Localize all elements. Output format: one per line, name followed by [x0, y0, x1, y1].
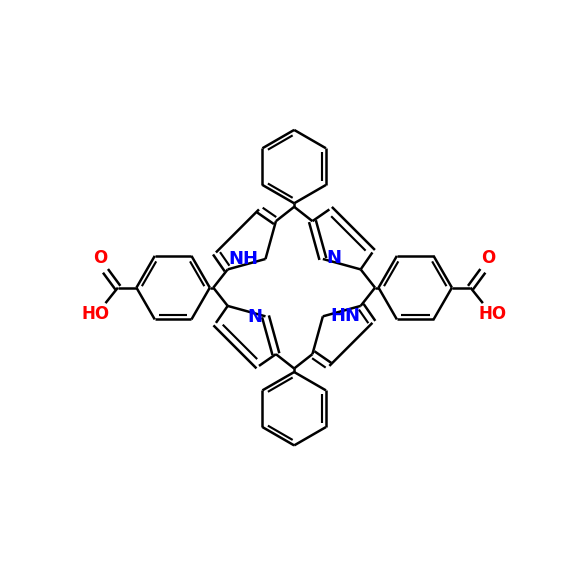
Text: HO: HO — [479, 305, 507, 323]
Text: N: N — [247, 308, 262, 326]
Text: HN: HN — [330, 307, 360, 325]
Text: N: N — [327, 249, 342, 267]
Text: HO: HO — [82, 305, 110, 323]
Text: NH: NH — [228, 250, 258, 268]
Text: O: O — [93, 249, 107, 267]
Text: O: O — [481, 249, 495, 267]
